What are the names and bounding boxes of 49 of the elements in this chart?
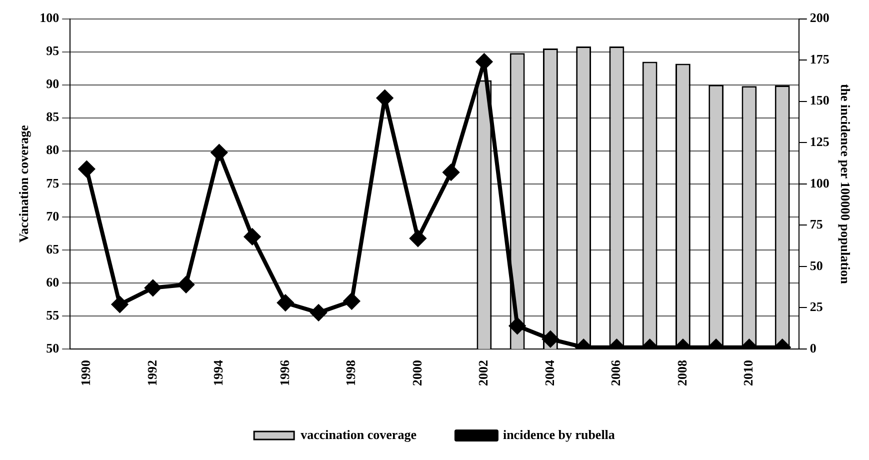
y-tick-label: 50 — [46, 340, 60, 356]
y2-axis-title: the incidence per 100000 population — [838, 84, 853, 285]
y-tick-label: 55 — [46, 307, 60, 322]
point — [144, 280, 161, 296]
x-tick-label: 1992 — [144, 360, 160, 386]
y2-tick-label: 200 — [810, 10, 830, 26]
y2-tick-label: 100 — [810, 175, 830, 190]
y-tick-label: 95 — [46, 43, 60, 58]
y-tick-label: 80 — [46, 142, 60, 158]
point — [211, 144, 228, 161]
y-axis-title: Vaccination coverage — [16, 124, 32, 243]
point — [310, 304, 327, 321]
x-tick-label: 2004 — [542, 360, 557, 386]
x-tick-label: 1996 — [276, 360, 292, 386]
point — [443, 164, 460, 180]
x-tick-label: 2010 — [740, 360, 756, 386]
y-tick-label: 85 — [46, 109, 60, 124]
y-tick-label: 65 — [46, 241, 60, 256]
y-tick-label: 100 — [40, 10, 60, 26]
y2-tick-label: 175 — [810, 51, 830, 66]
point — [542, 331, 558, 348]
point — [509, 318, 526, 334]
x-tick-label: 1994 — [210, 360, 226, 386]
legend-label: vaccination coverage — [300, 426, 417, 442]
y2-tick-label: 150 — [810, 92, 830, 108]
y2-tick-label: 25 — [810, 299, 824, 314]
x-tick-label: 2000 — [409, 360, 424, 386]
y-tick-label: 90 — [46, 76, 60, 92]
point — [78, 161, 95, 178]
point — [344, 293, 360, 310]
x-tick-label: 1998 — [343, 360, 358, 386]
point — [244, 228, 260, 245]
legend-label: incidence by rubella — [502, 426, 616, 442]
point — [476, 54, 492, 70]
y-tick-label: 60 — [46, 274, 60, 290]
point — [277, 294, 294, 311]
x-tick-label: 2002 — [476, 360, 491, 386]
x-tick-label: 1990 — [78, 360, 94, 386]
y2-tick-label: 75 — [810, 216, 824, 232]
y2-tick-label: 50 — [810, 258, 823, 273]
point — [410, 230, 426, 246]
point — [112, 296, 128, 312]
x-tick-label: 2006 — [608, 360, 624, 386]
point — [178, 276, 194, 293]
x-tick-label: 2008 — [674, 360, 690, 386]
y-tick-label: 70 — [46, 208, 60, 224]
y2-tick-label: 125 — [810, 134, 830, 149]
y2-tick-label: 0 — [810, 340, 816, 356]
y-tick-label: 75 — [46, 175, 60, 190]
